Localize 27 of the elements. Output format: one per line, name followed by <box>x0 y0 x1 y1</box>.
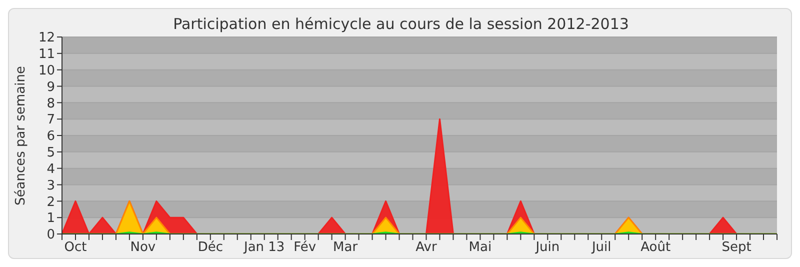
y-tick-label: 5 <box>46 146 55 161</box>
y-tick-label: 3 <box>46 178 55 194</box>
x-tick-label: Mar <box>333 240 358 256</box>
y-tick-label: 7 <box>46 112 55 128</box>
x-tick-label: Mai <box>468 240 492 256</box>
chart-title: Participation en hémicycle au cours de la session 2012-2013 <box>173 15 629 33</box>
y-tick-label: 4 <box>46 162 55 177</box>
y-tick-label: 10 <box>38 63 55 78</box>
x-tick-label: Nov <box>130 240 156 256</box>
x-tick-label: Sept <box>722 240 752 256</box>
y-tick-label: 8 <box>46 96 55 112</box>
x-tick-label: Juil <box>590 240 612 256</box>
x-tick-label: Déc <box>198 240 223 256</box>
x-tick-label: Jan 13 <box>243 240 285 256</box>
x-tick-label: Août <box>640 240 671 256</box>
y-axis-title: Séances par semaine <box>14 66 29 206</box>
y-tick-label: 11 <box>38 47 55 62</box>
y-tick-label: 6 <box>46 129 55 144</box>
y-tick-label: 1 <box>46 211 55 226</box>
x-tick-label: Fév <box>294 240 316 256</box>
y-tick-label: 0 <box>46 228 55 243</box>
y-tick-label: 2 <box>46 194 55 210</box>
y-tick-label: 12 <box>38 30 55 46</box>
x-tick-label: Avr <box>416 240 438 256</box>
y-tick-label: 9 <box>46 80 55 95</box>
x-tick-label: Juin <box>534 240 560 256</box>
x-tick-label: Oct <box>64 240 87 256</box>
